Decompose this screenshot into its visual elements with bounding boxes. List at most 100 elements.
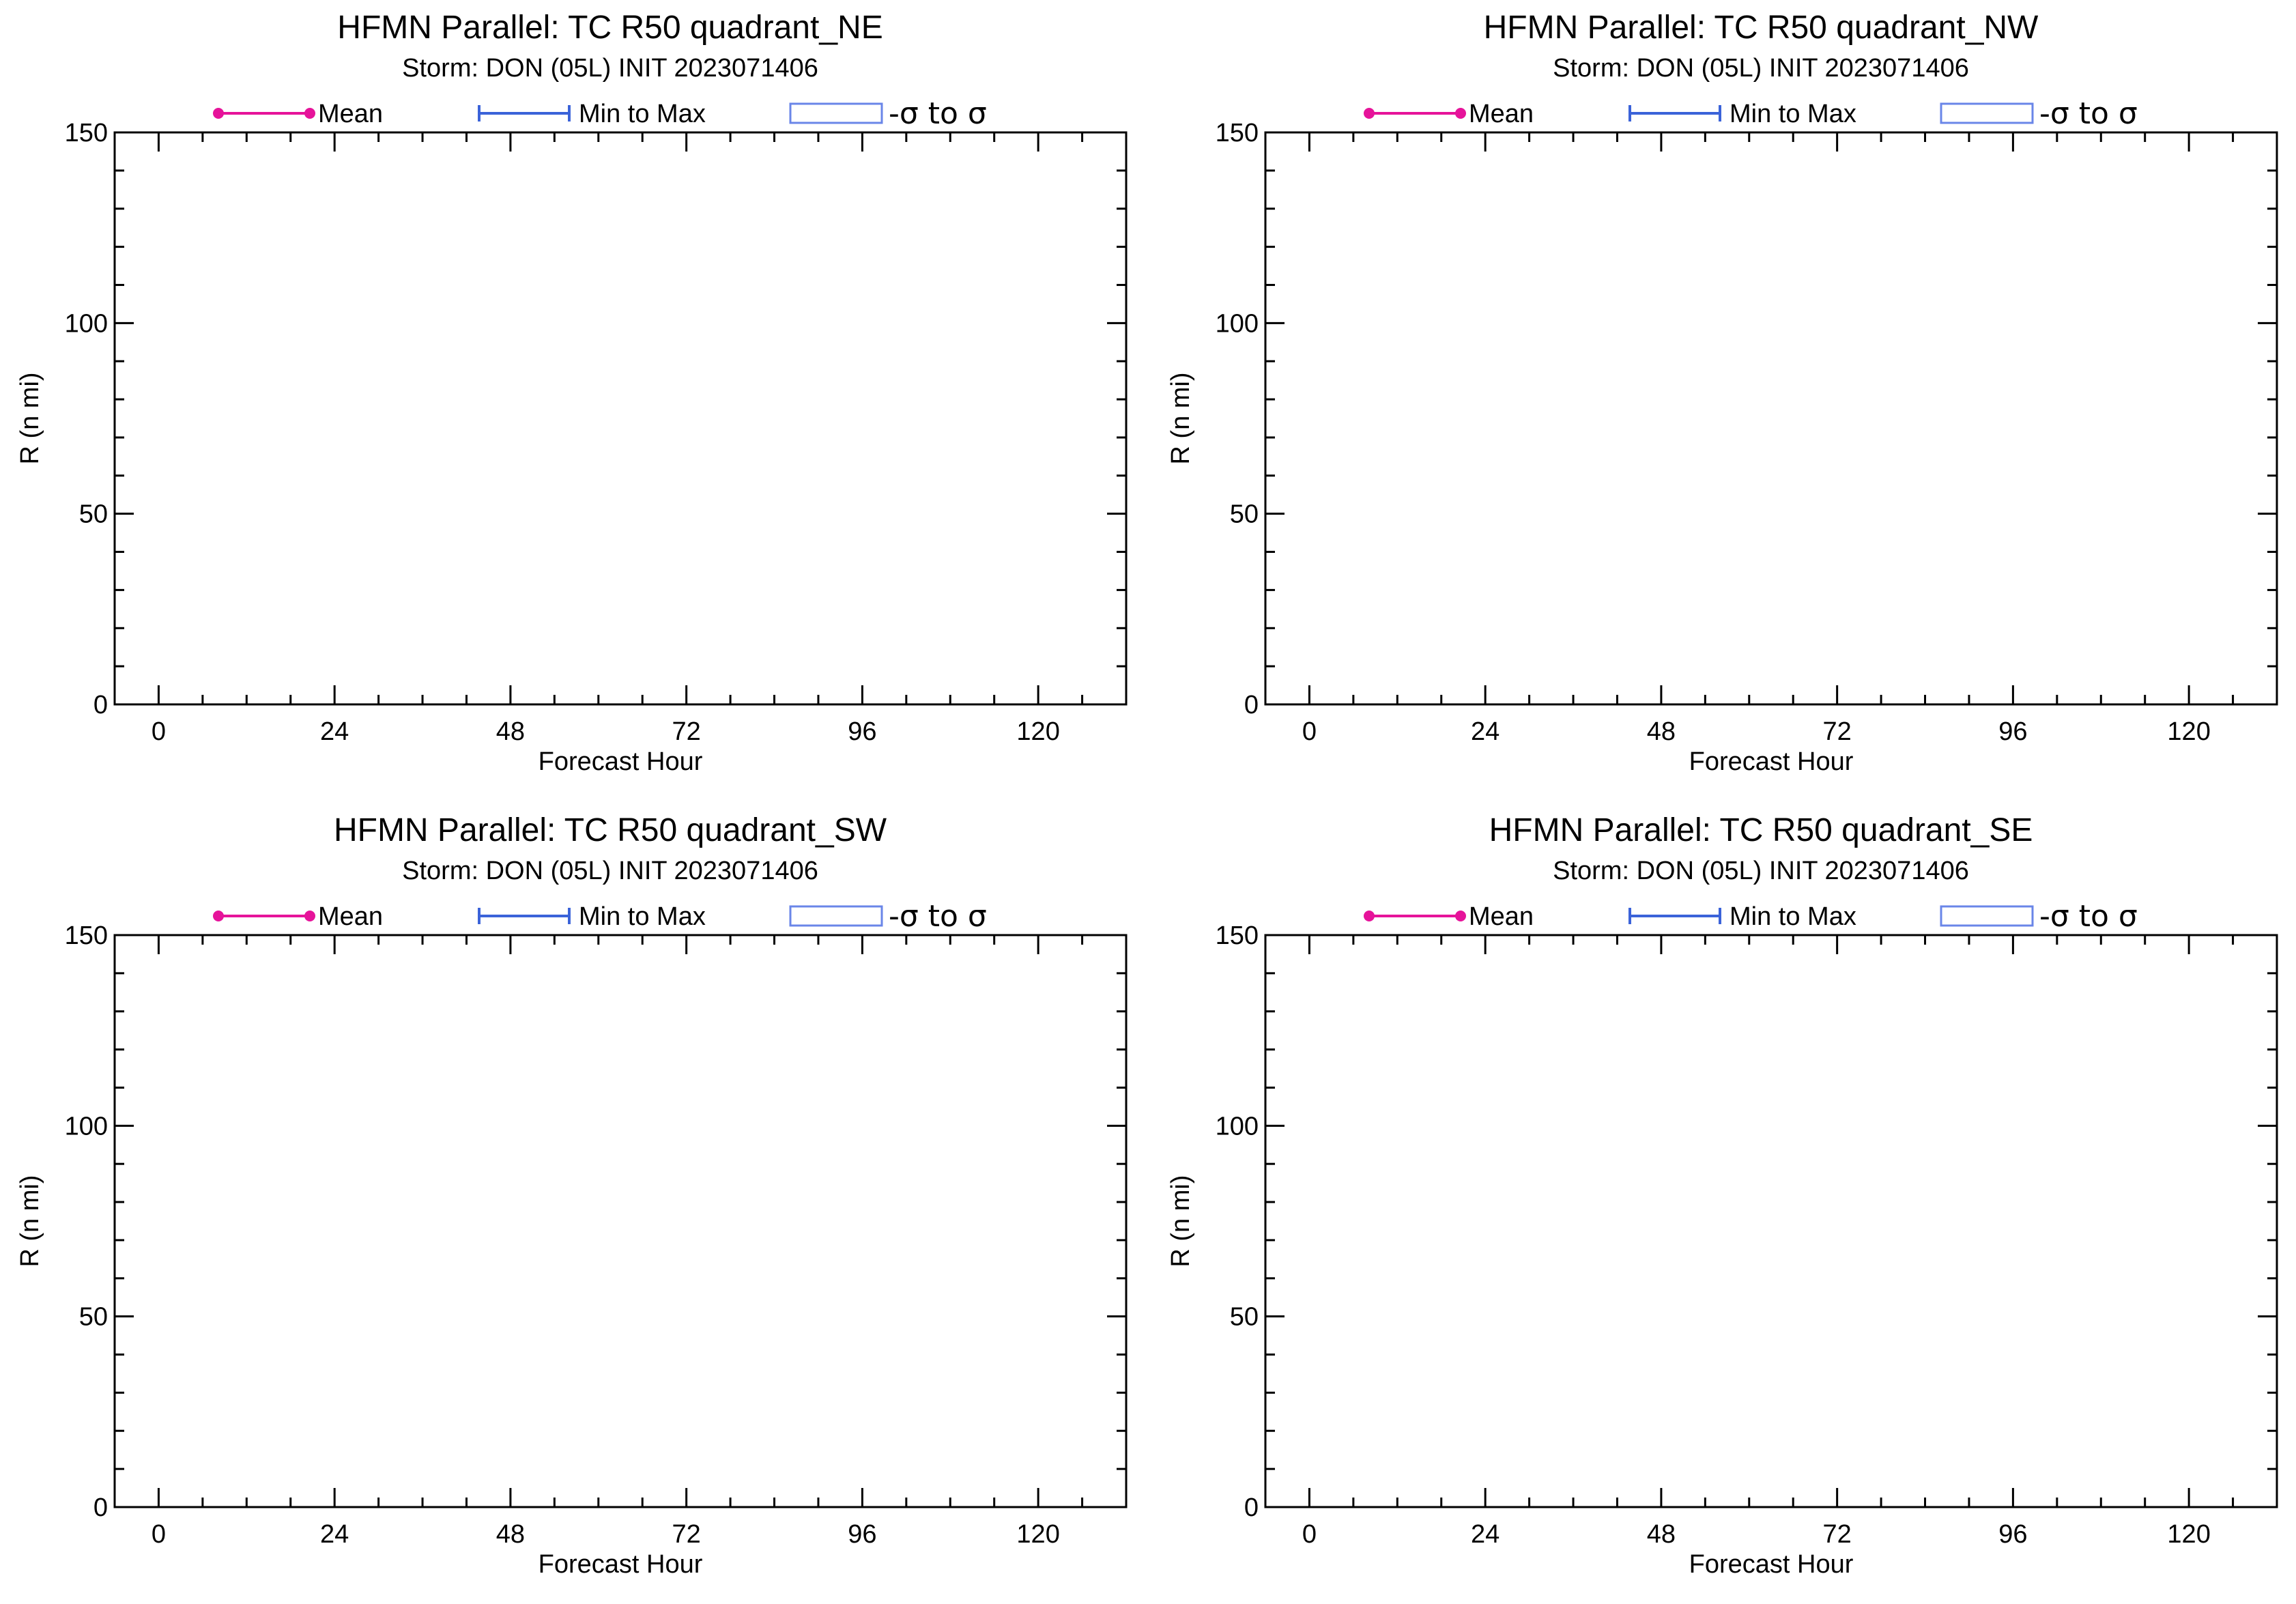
- x-tick-label: 0: [152, 717, 166, 746]
- plot-area: [113, 131, 1128, 706]
- legend: Mean Min to Max -σ to σ: [213, 899, 987, 934]
- legend-mean-label: Mean: [318, 902, 383, 931]
- legend-item-mean: Mean: [1364, 100, 1534, 128]
- chart-subtitle: Storm: DON (05L) INIT 2023071406: [402, 54, 818, 83]
- legend-mean-marker: [213, 911, 224, 921]
- y-tick-label: 150: [1216, 921, 1259, 950]
- y-axis: 0 50 100 150 R (n mi): [16, 921, 1126, 1522]
- legend-sigma-box: [789, 905, 883, 927]
- legend-mean-marker: [213, 108, 224, 119]
- x-tick-label: 72: [1823, 1520, 1852, 1549]
- chart-title: HFMN Parallel: TC R50 quadrant_NW: [1484, 10, 2039, 46]
- y-axis-label: R (n mi): [1166, 1175, 1195, 1267]
- y-tick-label: 100: [65, 309, 108, 338]
- x-tick-label: 24: [320, 1520, 349, 1549]
- legend-mean-label: Mean: [1469, 902, 1534, 931]
- x-tick-label: 120: [1016, 1520, 1059, 1549]
- chart-subtitle: Storm: DON (05L) INIT 2023071406: [402, 857, 818, 885]
- y-tick-label: 100: [65, 1112, 108, 1141]
- x-axis: 0 24 48 72 96 120 Forecast Hour: [113, 132, 1128, 776]
- y-axis-label: R (n mi): [16, 1175, 44, 1267]
- legend-item-min-max: Min to Max: [1628, 100, 1856, 128]
- legend-min-max-label: Min to Max: [579, 902, 706, 931]
- chart-panel-ne: HFMN Parallel: TC R50 quadrant_NE Storm: …: [16, 10, 1128, 776]
- legend-item-mean: Mean: [213, 100, 383, 128]
- y-tick-label: 50: [1230, 500, 1259, 529]
- y-tick-label: 150: [65, 921, 108, 950]
- x-tick-label: 0: [152, 1520, 166, 1549]
- x-tick-label: 48: [1647, 717, 1676, 746]
- legend-sigma-label: -σ to σ: [2039, 96, 2138, 131]
- x-tick-label: 24: [320, 717, 349, 746]
- x-axis: 0 24 48 72 96 120 Forecast Hour: [1264, 132, 2278, 776]
- x-tick-label: 120: [2167, 717, 2210, 746]
- y-axis-label: R (n mi): [1166, 372, 1195, 464]
- legend: Mean Min to Max -σ to σ: [1364, 899, 2138, 934]
- x-axis-label: Forecast Hour: [539, 1550, 703, 1579]
- legend-mean-label: Mean: [318, 100, 383, 128]
- x-tick-label: 24: [1471, 717, 1499, 746]
- x-tick-label: 48: [1647, 1520, 1676, 1549]
- legend-item-mean: Mean: [213, 902, 383, 931]
- legend-mean-marker: [1364, 911, 1375, 921]
- y-tick-label: 150: [65, 119, 108, 147]
- legend: Mean Min to Max -σ to σ: [1364, 96, 2138, 131]
- legend-mean-marker: [1455, 108, 1466, 119]
- x-tick-label: 24: [1471, 1520, 1499, 1549]
- plot-area: [113, 934, 1128, 1508]
- x-axis-label: Forecast Hour: [539, 747, 703, 776]
- x-axis: 0 24 48 72 96 120 Forecast Hour: [1264, 935, 2278, 1579]
- x-tick-label: 96: [1998, 1520, 2027, 1549]
- x-tick-label: 72: [672, 1520, 701, 1549]
- legend-item-sigma: -σ to σ: [789, 96, 987, 131]
- legend-mean-marker: [1455, 911, 1466, 921]
- y-tick-label: 100: [1216, 1112, 1259, 1141]
- legend-sigma-box: [789, 102, 883, 124]
- legend-item-sigma: -σ to σ: [1940, 899, 2138, 934]
- x-tick-label: 120: [1016, 717, 1059, 746]
- y-tick-label: 0: [94, 1493, 108, 1522]
- y-tick-label: 0: [1244, 691, 1259, 719]
- legend-item-mean: Mean: [1364, 902, 1534, 931]
- y-tick-label: 50: [79, 500, 108, 529]
- legend-item-min-max: Min to Max: [478, 100, 706, 128]
- legend-min-max-label: Min to Max: [1730, 902, 1856, 931]
- x-tick-label: 72: [672, 717, 701, 746]
- y-tick-label: 100: [1216, 309, 1259, 338]
- y-axis: 0 50 100 150 R (n mi): [16, 119, 1126, 719]
- y-tick-label: 50: [1230, 1303, 1259, 1332]
- chart-panel-nw: HFMN Parallel: TC R50 quadrant_NW Storm: …: [1166, 10, 2278, 776]
- x-tick-label: 96: [848, 1520, 876, 1549]
- y-axis: 0 50 100 150 R (n mi): [1166, 921, 2277, 1522]
- y-tick-label: 150: [1216, 119, 1259, 147]
- y-axis-label: R (n mi): [16, 372, 44, 464]
- y-axis: 0 50 100 150 R (n mi): [1166, 119, 2277, 719]
- legend-sigma-label: -σ to σ: [2039, 899, 2138, 934]
- legend-mean-label: Mean: [1469, 100, 1534, 128]
- x-tick-label: 120: [2167, 1520, 2210, 1549]
- y-tick-label: 50: [79, 1303, 108, 1332]
- x-tick-label: 96: [848, 717, 876, 746]
- legend-item-sigma: -σ to σ: [1940, 96, 2138, 131]
- y-tick-label: 0: [94, 691, 108, 719]
- legend-sigma-box: [1940, 102, 2034, 124]
- x-tick-label: 0: [1302, 1520, 1317, 1549]
- chart-panel-se: HFMN Parallel: TC R50 quadrant_SE Storm: …: [1166, 812, 2278, 1579]
- chart-subtitle: Storm: DON (05L) INIT 2023071406: [1553, 54, 1969, 83]
- chart-panel-sw: HFMN Parallel: TC R50 quadrant_SW Storm: …: [16, 812, 1128, 1579]
- x-tick-label: 48: [496, 717, 525, 746]
- chart-title: HFMN Parallel: TC R50 quadrant_SW: [334, 812, 887, 848]
- legend-item-sigma: -σ to σ: [789, 899, 987, 934]
- x-axis-label: Forecast Hour: [1689, 1550, 1854, 1579]
- y-tick-label: 0: [1244, 1493, 1259, 1522]
- chart-subtitle: Storm: DON (05L) INIT 2023071406: [1553, 857, 1969, 885]
- x-tick-label: 0: [1302, 717, 1317, 746]
- plot-area: [1264, 934, 2278, 1508]
- x-tick-label: 48: [496, 1520, 525, 1549]
- legend-min-max-label: Min to Max: [579, 100, 706, 128]
- chart-title: HFMN Parallel: TC R50 quadrant_SE: [1489, 812, 2033, 848]
- legend-min-max-label: Min to Max: [1730, 100, 1856, 128]
- x-axis: 0 24 48 72 96 120 Forecast Hour: [113, 935, 1128, 1579]
- x-tick-label: 72: [1823, 717, 1852, 746]
